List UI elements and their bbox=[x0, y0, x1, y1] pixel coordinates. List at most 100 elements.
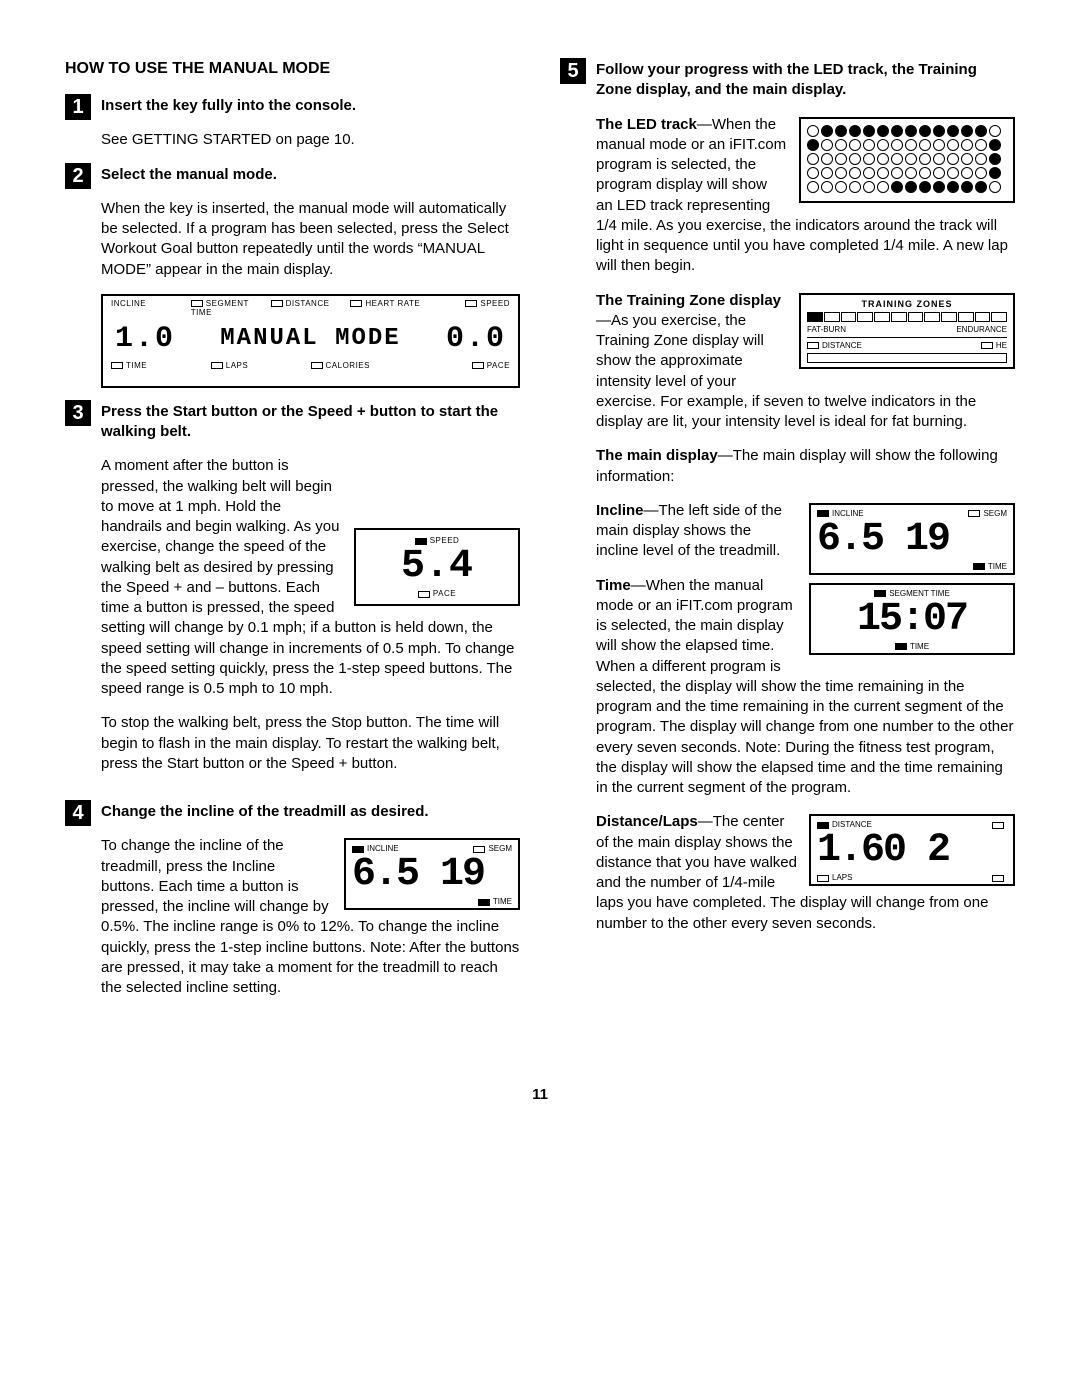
led-dot bbox=[877, 125, 889, 137]
led-dot bbox=[905, 167, 917, 179]
step-number: 5 bbox=[560, 58, 586, 84]
step-title: Follow your progress with the LED track,… bbox=[596, 60, 1015, 101]
lcd-value: MANUAL MODE bbox=[220, 325, 400, 352]
run-bold: The LED track bbox=[596, 116, 697, 133]
tz-label: DISTANCE bbox=[822, 341, 862, 350]
led-dot bbox=[877, 181, 889, 193]
step-title: Change the incline of the treadmill as d… bbox=[101, 802, 520, 822]
distance-display-figure: DISTANCE 1.60 2 LAPS bbox=[809, 814, 1015, 886]
led-dot bbox=[961, 125, 973, 137]
led-dot bbox=[863, 125, 875, 137]
lcd-value: 1.60 2 bbox=[817, 831, 1007, 871]
led-dot bbox=[835, 153, 847, 165]
led-dot bbox=[863, 181, 875, 193]
led-dot bbox=[933, 181, 945, 193]
led-dot bbox=[989, 167, 1001, 179]
right-column: 5 Follow your progress with the LED trac… bbox=[560, 60, 1015, 1026]
led-dot bbox=[947, 181, 959, 193]
led-dot bbox=[877, 167, 889, 179]
lcd-value: 6.5 19 bbox=[352, 855, 512, 895]
step-title: Insert the key fully into the console. bbox=[101, 96, 520, 116]
led-dot bbox=[849, 181, 861, 193]
led-dot bbox=[849, 139, 861, 151]
led-dot bbox=[807, 125, 819, 137]
led-dot bbox=[821, 125, 833, 137]
led-dot bbox=[975, 167, 987, 179]
manual-mode-display-figure: INCLINE SEGMENT TIME DISTANCE HEART RATE… bbox=[101, 294, 520, 388]
step-number: 2 bbox=[65, 163, 91, 189]
body-text: To stop the walking belt, press the Stop… bbox=[101, 713, 520, 774]
lcd-label: TIME bbox=[126, 361, 147, 370]
led-dot bbox=[919, 125, 931, 137]
page-number: 11 bbox=[0, 1066, 1080, 1143]
led-dot bbox=[989, 139, 1001, 151]
incline-display-figure: INCLINE SEGM 6.5 19 TIME bbox=[809, 503, 1015, 575]
step-5: 5 Follow your progress with the LED trac… bbox=[560, 60, 1015, 948]
led-dot bbox=[905, 139, 917, 151]
led-dot bbox=[919, 167, 931, 179]
lcd-label: CALORIES bbox=[326, 361, 370, 370]
led-dot bbox=[863, 139, 875, 151]
led-dot bbox=[807, 167, 819, 179]
lcd-label: PACE bbox=[433, 589, 456, 598]
led-dot bbox=[877, 139, 889, 151]
step-number: 3 bbox=[65, 400, 91, 426]
training-zone-figure: TRAINING ZONES FAT-BURNENDURANCE DISTANC… bbox=[799, 293, 1015, 369]
led-dot bbox=[863, 153, 875, 165]
led-dot bbox=[905, 153, 917, 165]
led-dot bbox=[947, 153, 959, 165]
body-text: The main display—The main display will s… bbox=[596, 446, 1015, 487]
led-dot bbox=[835, 125, 847, 137]
lcd-value: 15:07 bbox=[817, 600, 1007, 640]
incline-display-figure: INCLINE SEGM 6.5 19 TIME bbox=[344, 838, 520, 910]
body-text: When the key is inserted, the manual mod… bbox=[101, 199, 520, 280]
led-dot bbox=[905, 125, 917, 137]
step-3: 3 Press the Start button or the Speed + … bbox=[65, 402, 520, 788]
led-dot bbox=[961, 167, 973, 179]
lcd-label: HEART RATE bbox=[365, 299, 420, 308]
run-bold: Time bbox=[596, 577, 631, 594]
led-dot bbox=[933, 167, 945, 179]
lcd-value: 6.5 19 bbox=[817, 520, 1007, 560]
lcd-label: LAPS bbox=[832, 873, 852, 882]
led-dot bbox=[989, 181, 1001, 193]
step-title: Press the Start button or the Speed + bu… bbox=[101, 402, 520, 443]
lcd-label: INCLINE bbox=[111, 299, 191, 317]
lcd-label: LAPS bbox=[226, 361, 248, 370]
led-dot bbox=[961, 139, 973, 151]
led-dot bbox=[891, 167, 903, 179]
led-dot bbox=[877, 153, 889, 165]
led-dot bbox=[989, 153, 1001, 165]
lcd-label: TIME bbox=[988, 562, 1007, 571]
lcd-label: TIME bbox=[910, 642, 929, 651]
led-dot bbox=[905, 181, 917, 193]
led-dot bbox=[891, 181, 903, 193]
led-dot bbox=[863, 167, 875, 179]
led-dot bbox=[947, 167, 959, 179]
led-dot bbox=[933, 139, 945, 151]
speed-display-figure: SPEED 5.4 PACE bbox=[354, 528, 520, 606]
lcd-label: SEGM bbox=[983, 509, 1007, 518]
led-dot bbox=[835, 139, 847, 151]
led-dot bbox=[975, 139, 987, 151]
run-bold: The main display bbox=[596, 447, 718, 464]
lcd-value: 5.4 bbox=[362, 547, 512, 587]
led-dot bbox=[807, 153, 819, 165]
led-dot bbox=[961, 181, 973, 193]
step-1: 1 Insert the key fully into the console.… bbox=[65, 96, 520, 151]
run-bold: The Training Zone display bbox=[596, 292, 781, 309]
tz-label: HE bbox=[996, 341, 1007, 350]
run-bold: Incline bbox=[596, 502, 644, 519]
led-dot bbox=[821, 153, 833, 165]
tz-label: ENDURANCE bbox=[956, 325, 1007, 334]
lcd-label: SEGM bbox=[488, 844, 512, 853]
page: HOW TO USE THE MANUAL MODE 1 Insert the … bbox=[0, 0, 1080, 1066]
lcd-value: 1.0 bbox=[115, 322, 175, 356]
step-2: 2 Select the manual mode. When the key i… bbox=[65, 165, 520, 388]
led-dot bbox=[821, 167, 833, 179]
led-dot bbox=[919, 153, 931, 165]
led-dot bbox=[933, 125, 945, 137]
step-4: 4 Change the incline of the treadmill as… bbox=[65, 802, 520, 1012]
led-dot bbox=[835, 167, 847, 179]
time-display-figure: SEGMENT TIME 15:07 TIME bbox=[809, 583, 1015, 655]
